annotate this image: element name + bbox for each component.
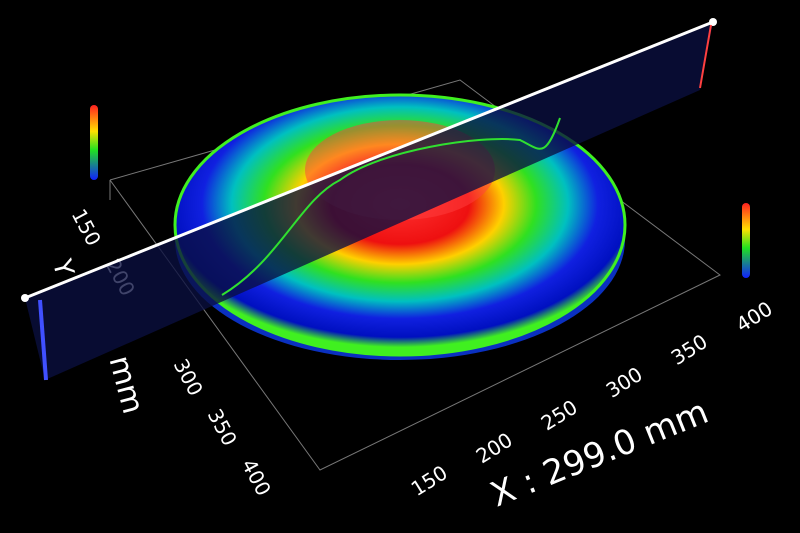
y-tick-label: 350 (203, 405, 242, 450)
y-axis-unit: mm (101, 352, 150, 418)
x-tick-label: 400 (732, 296, 777, 337)
color-scale (742, 203, 750, 278)
handle[interactable] (709, 18, 717, 26)
x-tick-label: 150 (407, 460, 452, 501)
handle[interactable] (21, 294, 29, 302)
x-axis-label: X : 299.0 mm (485, 392, 714, 516)
y-tick-label: 300 (169, 355, 208, 400)
profile-curve (221, 117, 561, 296)
y-tick-label: 150 (67, 205, 106, 250)
section-line (24, 20, 714, 300)
y-tick-label: 400 (237, 455, 276, 500)
plane-edge (699, 24, 712, 89)
section-plane (25, 22, 713, 380)
plane-edge (38, 299, 48, 381)
x-tick-label: 300 (602, 362, 647, 403)
x-tick-label: 250 (537, 395, 582, 436)
x-tick-label: 200 (472, 428, 517, 469)
y-axis-letter: Y (46, 255, 79, 279)
x-tick-label: 350 (667, 329, 712, 370)
color-scale (90, 105, 98, 180)
